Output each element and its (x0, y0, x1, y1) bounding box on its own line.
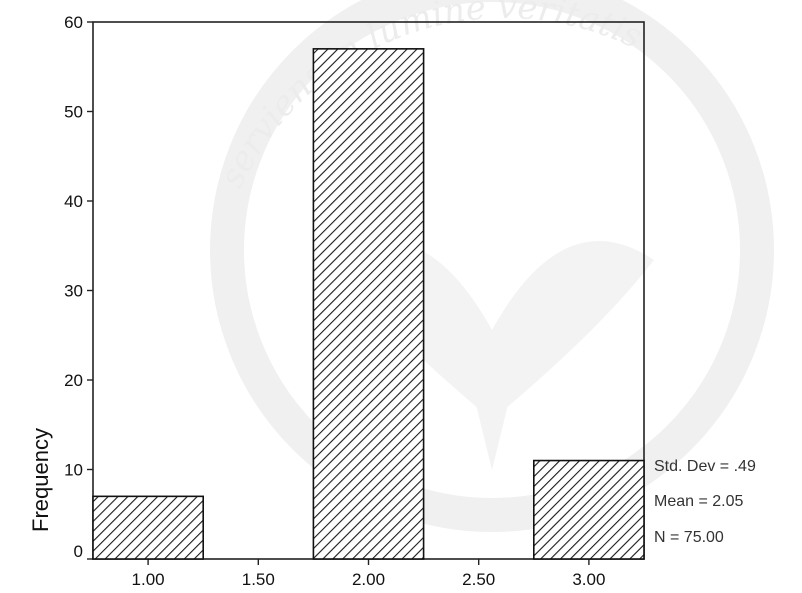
y-axis: 0 10 20 30 40 50 60 (64, 13, 93, 561)
histogram-bar (532, 459, 645, 560)
mean-label: Mean = 2.05 (654, 493, 744, 510)
bars (92, 48, 645, 560)
y-tick-label: 50 (64, 103, 83, 122)
y-axis-title: Frequency (28, 428, 53, 532)
std-dev-label: Std. Dev = .49 (654, 458, 756, 475)
y-tick-label: 30 (64, 282, 83, 301)
watermark-seal: serviens in lumine veritatis (210, 0, 774, 532)
x-tick-label: 1.50 (242, 570, 275, 589)
n-label: N = 75.00 (654, 529, 724, 546)
y-tick-label: 20 (64, 371, 83, 390)
statistics-box: Std. Dev = .49 Mean = 2.05 N = 75.00 (654, 458, 756, 546)
y-tick-label: 60 (64, 13, 83, 32)
histogram-bar (312, 48, 425, 560)
y-tick-label: 40 (64, 192, 83, 211)
x-tick-label: 1.00 (132, 570, 165, 589)
histogram-bar (92, 495, 204, 560)
watermark-text: serviens in lumine veritatis (212, 0, 648, 194)
x-tick-label: 2.00 (352, 570, 385, 589)
y-tick-label: 10 (64, 461, 83, 480)
y-tick-label: 0 (74, 542, 83, 561)
x-axis: 1.00 1.50 2.00 2.50 3.00 (132, 559, 605, 589)
x-tick-label: 2.50 (462, 570, 495, 589)
x-tick-label: 3.00 (572, 570, 605, 589)
